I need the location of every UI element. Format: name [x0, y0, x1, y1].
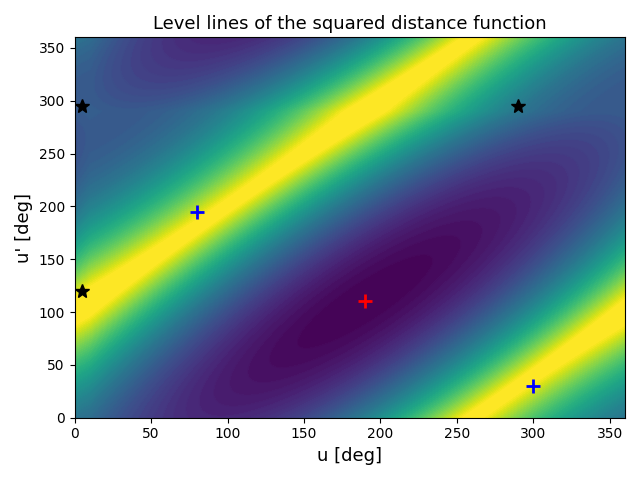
- X-axis label: u [deg]: u [deg]: [317, 447, 382, 465]
- Title: Level lines of the squared distance function: Level lines of the squared distance func…: [153, 15, 547, 33]
- Y-axis label: u' [deg]: u' [deg]: [15, 192, 33, 263]
